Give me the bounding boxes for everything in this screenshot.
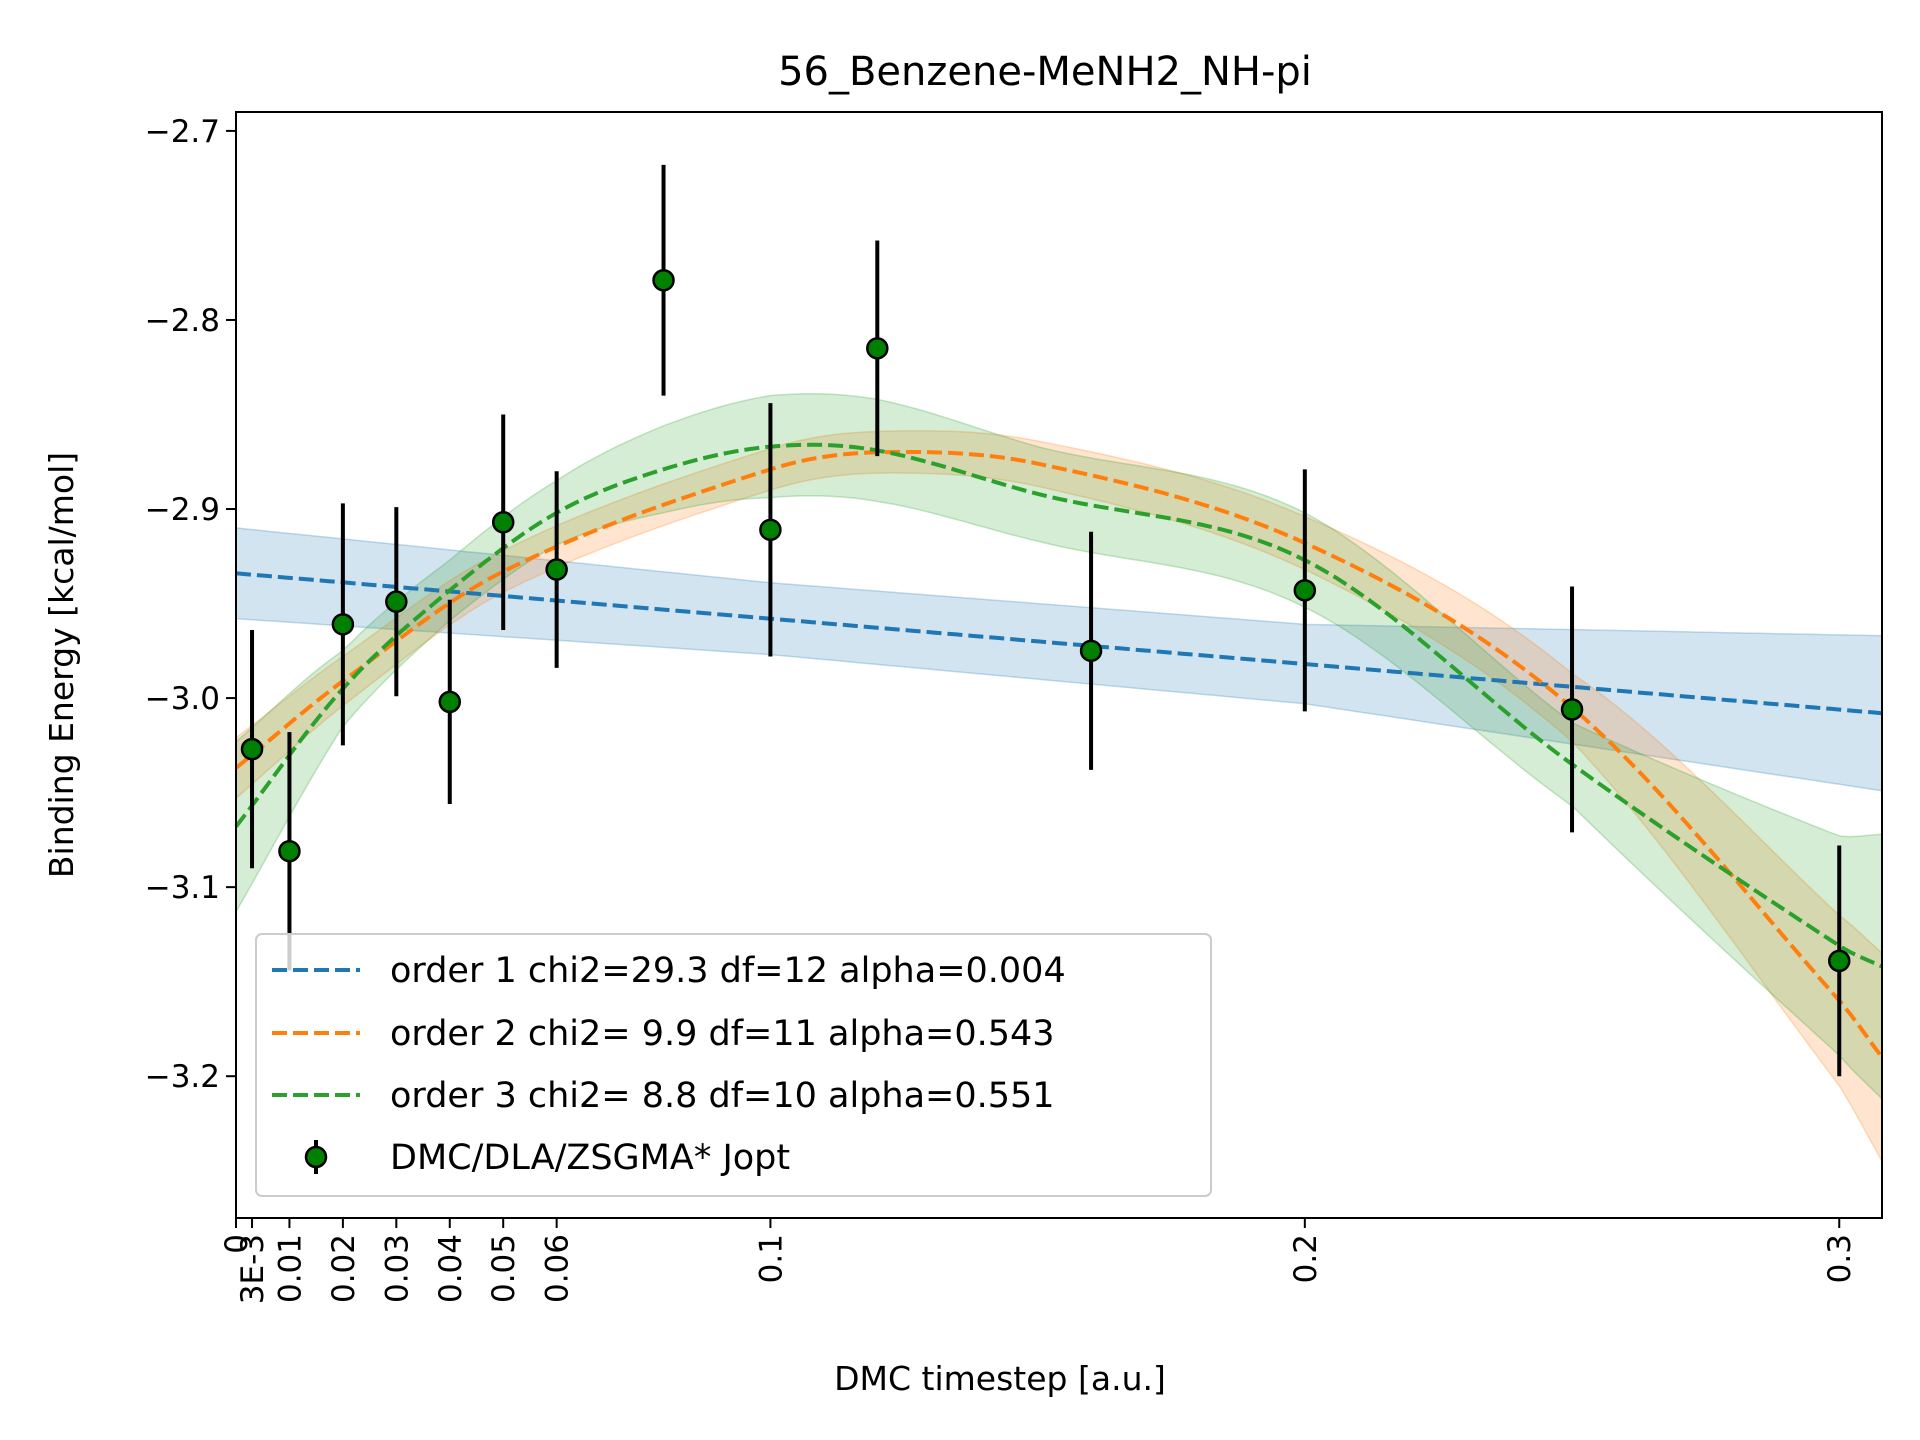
y-tick-label: −3.0: [145, 681, 220, 717]
y-axis-label: Binding Energy [kcal/mol]: [42, 452, 81, 878]
legend-box: [255, 933, 1212, 1197]
x-tick-label: 3E-3: [235, 1234, 271, 1304]
legend-label-data: DMC/DLA/ZSGMA* Jopt: [390, 1138, 790, 1178]
data-point: [240, 737, 264, 761]
legend: order 1 chi2=29.3 df=12 alpha=0.004 orde…: [255, 933, 1212, 1197]
y-axis-ticks: −2.7 −2.8 −2.9 −3.0 −3.1 −3.2: [145, 114, 236, 1095]
y-tick-label: −2.7: [145, 114, 220, 150]
x-tick-label: 0.1: [753, 1234, 789, 1283]
fit-line-order-1: [235, 571, 1883, 716]
y-tick-label: −2.9: [145, 492, 220, 528]
data-point: [331, 613, 355, 636]
data-point: [491, 511, 515, 534]
data-point: [1079, 639, 1103, 663]
data-point: [866, 337, 889, 360]
data-point: [1560, 698, 1584, 721]
legend-label-order-3: order 3 chi2= 8.8 df=10 alpha=0.551: [390, 1076, 1055, 1116]
legend-label-order-1: order 1 chi2=29.3 df=12 alpha=0.004: [390, 951, 1066, 991]
y-tick-label: −2.8: [145, 303, 220, 339]
data-point: [1293, 579, 1317, 602]
legend-swatch-marker: [304, 1145, 328, 1169]
data-points: [240, 164, 1851, 1077]
x-axis-ticks: 03E-3 0.01 0.02 0.03 0.04 0.05 0.06 0.1 0.2 0.3: [219, 1218, 1858, 1304]
data-point: [385, 590, 408, 613]
x-tick-label: 0.06: [540, 1234, 576, 1303]
x-tick-label: 0.01: [272, 1234, 308, 1303]
plot-frame: [235, 111, 1883, 1219]
x-tick-label: 0.2: [1288, 1234, 1324, 1283]
fit-line-order-2: [234, 450, 1884, 1059]
data-point: [278, 839, 301, 863]
fit-line-order-3: [234, 442, 1883, 969]
x-tick-label: 0.3: [1822, 1234, 1858, 1283]
y-tick-label: −3.2: [145, 1059, 220, 1095]
data-point: [545, 558, 568, 581]
chart-title: 56_Benzene-MeNH2_NH-pi: [778, 49, 1312, 95]
data-point: [759, 518, 782, 542]
x-tick-label: 0.03: [379, 1234, 415, 1303]
legend-label-order-2: order 2 chi2= 9.9 df=11 alpha=0.543: [390, 1014, 1055, 1054]
data-point: [1827, 949, 1851, 973]
x-tick-label: 0: [219, 1234, 255, 1254]
x-axis-label: DMC timestep [a.u.]: [834, 1359, 1166, 1398]
fit-lines: [234, 442, 1884, 1059]
y-tick-label: −3.1: [145, 870, 220, 906]
x-tick-label: 0.02: [326, 1234, 362, 1303]
data-point: [652, 269, 675, 292]
data-point: [438, 690, 462, 714]
x-tick-label: 0.05: [486, 1234, 522, 1303]
x-tick-label: 0.04: [433, 1234, 469, 1303]
